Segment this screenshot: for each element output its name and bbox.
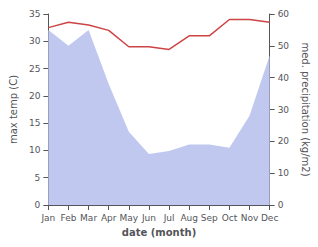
svg-text:Jun: Jun [141,213,156,223]
svg-text:Apr: Apr [101,213,117,223]
svg-text:med. precipitation (kg/m2): med. precipitation (kg/m2) [300,42,311,176]
svg-text:0: 0 [35,200,41,210]
svg-text:Aug: Aug [180,213,198,223]
svg-text:May: May [120,213,139,223]
svg-text:10: 10 [29,145,41,155]
svg-text:max temp (C): max temp (C) [8,75,19,144]
svg-text:Oct: Oct [222,213,238,223]
svg-text:Dec: Dec [261,213,278,223]
svg-text:50: 50 [278,41,290,51]
svg-text:10: 10 [278,168,290,178]
svg-text:30: 30 [29,36,41,46]
svg-text:40: 40 [278,73,290,83]
svg-text:date (month): date (month) [122,227,196,238]
svg-text:20: 20 [29,91,41,101]
svg-text:25: 25 [29,64,40,74]
svg-text:Nov: Nov [241,213,259,223]
svg-text:Jul: Jul [163,213,175,223]
svg-text:Sep: Sep [201,213,218,223]
svg-text:0: 0 [278,200,284,210]
svg-text:Feb: Feb [61,213,77,223]
svg-text:35: 35 [29,9,40,19]
svg-text:5: 5 [35,173,41,183]
svg-text:20: 20 [278,136,290,146]
svg-text:60: 60 [278,9,290,19]
svg-text:30: 30 [278,105,290,115]
svg-text:15: 15 [29,118,40,128]
svg-text:Jan: Jan [40,213,55,223]
svg-text:Mar: Mar [80,213,97,223]
